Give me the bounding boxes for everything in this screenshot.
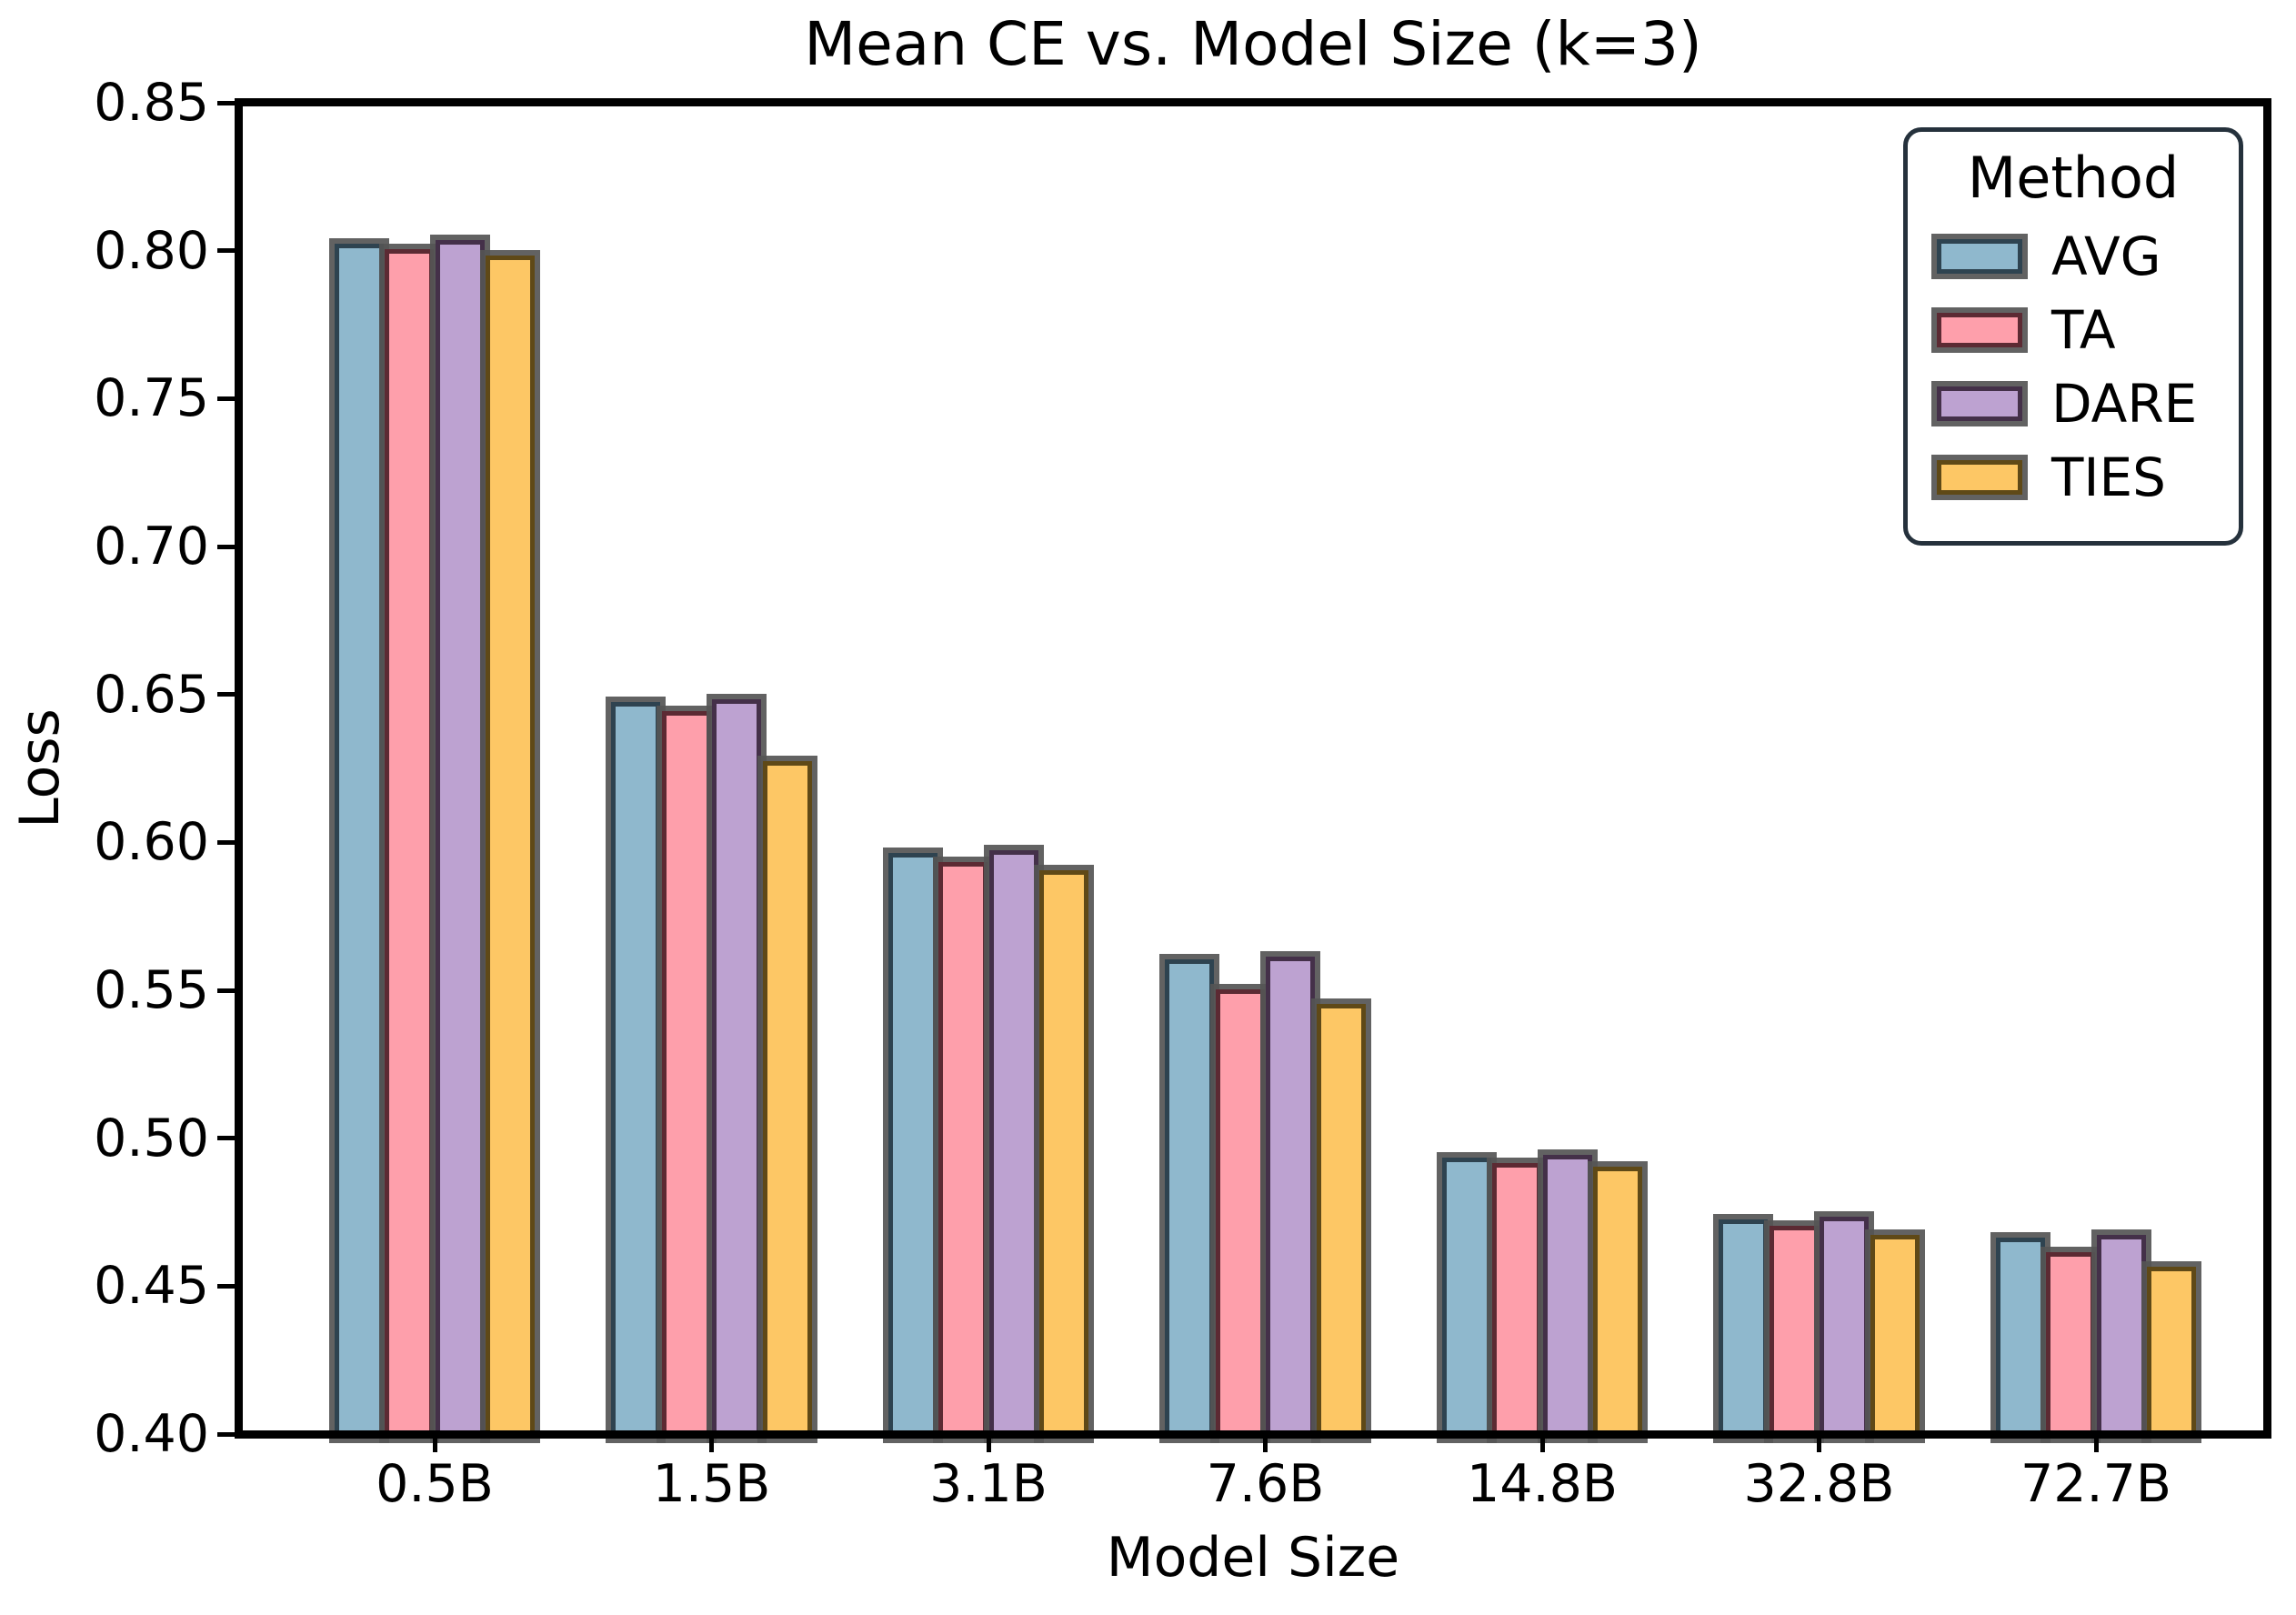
legend-swatch-ties [1937, 460, 2022, 495]
x-axis-label: Model Size [1106, 1526, 1400, 1590]
legend-label-dare: DARE [2051, 373, 2198, 435]
x-tick-0.5B [432, 1434, 437, 1452]
bar-ta-72.7B [2046, 1252, 2096, 1438]
legend-entry-ties: TIES [1931, 448, 2239, 507]
bar-dare-14.8B [1542, 1154, 1592, 1438]
bar-ties-32.8B [1870, 1234, 1920, 1438]
bar-avg-0.5B [334, 243, 384, 1438]
y-tick-0.55 [217, 988, 235, 993]
bar-dare-3.1B [988, 849, 1038, 1438]
bar-dare-0.5B [435, 240, 485, 1438]
legend-entry-avg: AVG [1931, 227, 2239, 286]
y-tick-0.70 [217, 544, 235, 549]
bar-avg-14.8B [1441, 1157, 1491, 1438]
y-tick-0.50 [217, 1136, 235, 1141]
legend-label-ties: TIES [2051, 446, 2166, 508]
bar-avg-3.1B [887, 852, 937, 1438]
bar-ta-14.8B [1492, 1163, 1542, 1438]
legend-swatch-dare [1937, 386, 2022, 421]
bar-ties-14.8B [1593, 1166, 1643, 1438]
x-tick-label-14.8B: 14.8B [1466, 1454, 1619, 1514]
y-tick-0.40 [217, 1431, 235, 1437]
chart-title: Mean CE vs. Model Size (k=3) [804, 9, 1702, 79]
x-tick-label-3.1B: 3.1B [929, 1454, 1048, 1514]
x-tick-label-7.6B: 7.6B [1206, 1454, 1325, 1514]
bar-ta-32.8B [1769, 1225, 1819, 1438]
y-tick-label-0.70: 0.70 [94, 517, 209, 577]
x-tick-32.8B [1817, 1434, 1821, 1452]
bar-ta-1.5B [661, 710, 711, 1438]
x-tick-1.5B [709, 1434, 714, 1452]
x-tick-label-1.5B: 1.5B [652, 1454, 771, 1514]
x-tick-label-72.7B: 72.7B [2020, 1454, 2172, 1514]
y-tick-label-0.45: 0.45 [94, 1256, 209, 1317]
plot-area [235, 98, 2271, 1439]
y-tick-label-0.60: 0.60 [94, 812, 209, 873]
y-tick-0.75 [217, 396, 235, 401]
bar-ta-0.5B [385, 249, 435, 1438]
bar-dare-7.6B [1266, 956, 1316, 1438]
y-tick-0.85 [217, 100, 235, 105]
y-tick-label-0.85: 0.85 [94, 73, 209, 133]
bar-avg-72.7B [1995, 1237, 2045, 1438]
x-tick-label-0.5B: 0.5B [376, 1454, 494, 1514]
y-tick-label-0.55: 0.55 [94, 960, 209, 1020]
bar-avg-7.6B [1165, 958, 1215, 1438]
legend-entry-ta: TA [1931, 301, 2239, 359]
y-tick-0.60 [217, 839, 235, 845]
x-tick-72.7B [2093, 1434, 2099, 1452]
y-axis-label: Loss [8, 708, 72, 828]
bar-dare-32.8B [1820, 1217, 1870, 1438]
legend-swatch-avg [1937, 239, 2022, 274]
legend-swatch-ta [1937, 313, 2022, 347]
bar-ta-7.6B [1215, 988, 1265, 1438]
legend-entry-dare: DARE [1931, 375, 2239, 433]
y-tick-0.80 [217, 248, 235, 254]
y-tick-label-0.80: 0.80 [94, 220, 209, 281]
y-tick-label-0.40: 0.40 [94, 1404, 209, 1464]
bar-ties-1.5B [762, 761, 812, 1438]
legend-title: Method [1967, 145, 2180, 211]
x-tick-14.8B [1539, 1434, 1545, 1452]
bar-ties-3.1B [1039, 870, 1089, 1438]
y-tick-label-0.65: 0.65 [94, 664, 209, 725]
bar-ties-7.6B [1316, 1003, 1366, 1438]
bar-avg-1.5B [611, 701, 661, 1438]
bar-dare-72.7B [2096, 1234, 2146, 1438]
bar-dare-1.5B [712, 698, 762, 1438]
legend-label-ta: TA [2051, 299, 2116, 361]
y-tick-label-0.75: 0.75 [94, 368, 209, 429]
bar-ties-72.7B [2147, 1267, 2197, 1438]
legend-box: Method AVG TA DARE TIES [1903, 127, 2243, 546]
y-tick-0.45 [217, 1283, 235, 1289]
x-tick-label-32.8B: 32.8B [1743, 1454, 1895, 1514]
bar-ties-0.5B [486, 255, 536, 1438]
x-tick-3.1B [986, 1434, 991, 1452]
y-tick-0.65 [217, 692, 235, 697]
bar-ta-3.1B [938, 861, 988, 1438]
legend-label-avg: AVG [2051, 226, 2161, 287]
bar-avg-32.8B [1719, 1219, 1769, 1438]
x-tick-7.6B [1263, 1434, 1268, 1452]
y-tick-label-0.50: 0.50 [94, 1108, 209, 1169]
